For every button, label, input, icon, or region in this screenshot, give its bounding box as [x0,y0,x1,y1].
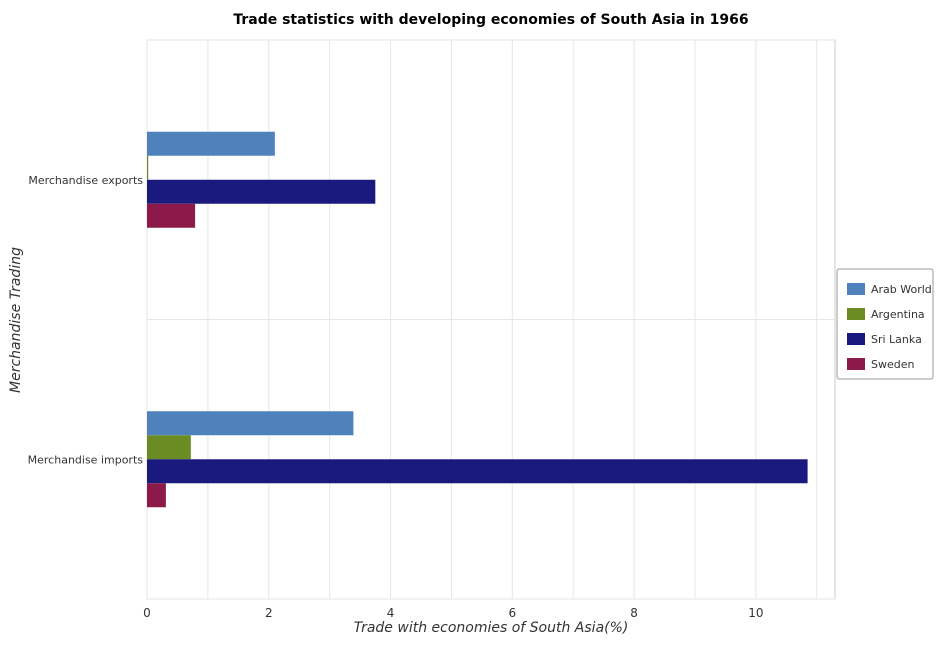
bar-sweden [147,203,196,228]
legend-swatch [847,308,865,320]
x-tick-label: 2 [265,606,273,620]
chart-title: Trade statistics with developing economi… [233,12,748,28]
x-tick-label: 10 [748,606,763,620]
bar-argentina [147,155,149,180]
y-axis-label: Merchandise Trading [8,247,24,393]
x-tick-label: 0 [143,606,151,620]
legend-label: Sweden [871,358,914,371]
legend-label: Argentina [871,308,925,321]
x-tick-label: 8 [630,606,638,620]
legend-label: Sri Lanka [871,333,922,346]
x-tick-label: 4 [387,606,395,620]
legend-swatch [847,283,865,295]
legend-label: Arab World [871,283,932,296]
y-category-label: Merchandise imports [28,453,144,466]
x-axis-label: Trade with economies of South Asia(%) [354,620,629,636]
bar-sweden [147,483,166,508]
grid-lines [146,39,835,600]
bar-arab-world [147,411,354,436]
bar-sri-lanka [147,179,376,204]
bar-sri-lanka [147,459,808,484]
y-category-label: Merchandise exports [28,174,143,187]
legend: Arab World Argentina Sri Lanka Sweden [836,268,934,380]
bars [147,131,808,508]
legend-box [836,268,934,380]
legend-swatch [847,358,865,370]
y-category-labels: Merchandise exports Merchandise imports [28,174,144,467]
bar-argentina [147,435,191,460]
x-tick-label: 6 [508,606,516,620]
bar-arab-world [147,131,275,156]
legend-swatch [847,333,865,345]
x-tick-labels: 0 2 4 6 8 10 [143,606,763,620]
